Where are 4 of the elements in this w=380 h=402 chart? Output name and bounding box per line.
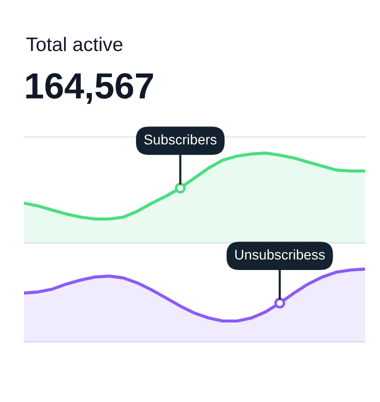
annotation: Unsubscribess — [235, 249, 325, 260]
chart-title: Total active — [26, 36, 122, 52]
annotation: Subscribers — [144, 134, 216, 145]
chart-subtitle: 164,567 — [26, 73, 153, 104]
